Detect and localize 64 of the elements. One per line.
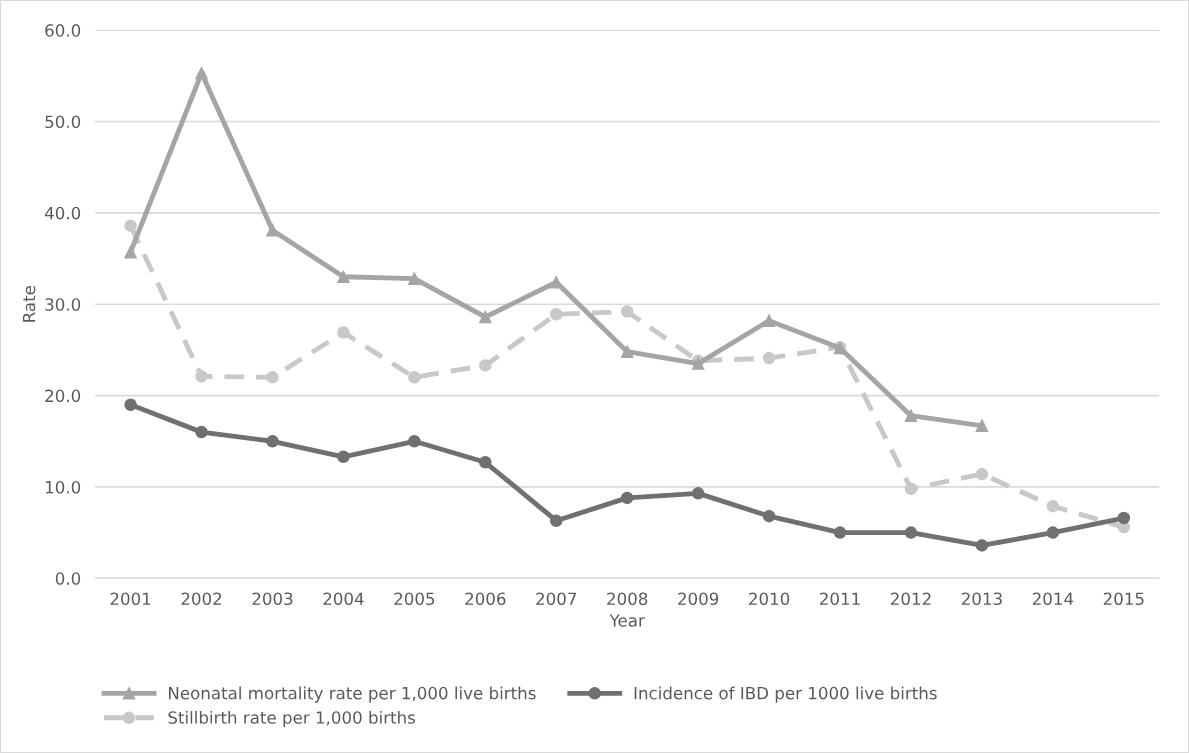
point <box>550 514 563 527</box>
point <box>762 314 776 327</box>
point <box>691 487 705 500</box>
point <box>408 435 421 448</box>
point <box>1117 511 1131 525</box>
x-tick-label: 2015 <box>1103 592 1144 606</box>
point <box>266 371 279 384</box>
x-axis-title: Year <box>609 614 645 627</box>
point <box>762 351 776 365</box>
point <box>975 419 989 432</box>
x-tick-label: 2013 <box>961 592 1002 606</box>
x-tick-label: 2005 <box>394 592 435 606</box>
y-tick-label: 30.0 <box>45 298 81 311</box>
point <box>904 526 918 539</box>
y-tick-label: 40.0 <box>44 206 81 220</box>
legend-label: Neonatal mortality rate per 1,000 live births <box>169 686 536 703</box>
point <box>124 245 137 259</box>
point <box>904 482 918 496</box>
x-tick-label: 2002 <box>181 592 222 606</box>
x-tick-label: 2012 <box>890 592 931 606</box>
point <box>479 310 492 324</box>
point <box>408 371 421 384</box>
point <box>1046 526 1060 539</box>
point <box>337 270 350 284</box>
x-tick-label: 2014 <box>1032 592 1074 606</box>
point <box>833 526 847 539</box>
point <box>762 509 776 523</box>
point <box>550 308 563 321</box>
y-tick-label: 20.0 <box>45 389 81 403</box>
legend-label: Incidence of IBD per 1000 live births <box>634 686 937 703</box>
point <box>620 345 634 358</box>
x-tick-label: 2003 <box>252 592 293 606</box>
point <box>337 326 350 339</box>
y-tick-label: 0.0 <box>55 572 81 585</box>
x-tick-label: 2010 <box>749 592 790 606</box>
point <box>195 66 208 80</box>
point <box>904 409 918 422</box>
point <box>266 435 279 448</box>
y-tick-label: 60.0 <box>45 24 81 37</box>
x-tick-label: 2006 <box>465 592 506 606</box>
point <box>975 539 989 552</box>
point <box>479 359 492 372</box>
point <box>408 272 421 285</box>
y-tick-label: 10.0 <box>45 480 81 494</box>
point <box>337 450 350 464</box>
x-tick-label: 2011 <box>820 592 860 606</box>
point <box>195 425 208 439</box>
point <box>479 456 492 469</box>
point <box>124 398 137 411</box>
point <box>620 305 634 318</box>
point <box>124 219 137 232</box>
x-tick-label: 2007 <box>536 592 577 606</box>
legend-label: Stillbirth rate per 1,000 births <box>168 710 416 728</box>
point <box>975 467 989 481</box>
x-tick-label: 2001 <box>110 592 151 606</box>
point <box>1046 499 1060 513</box>
point <box>620 491 634 505</box>
x-tick-label: 2004 <box>323 592 364 606</box>
point <box>266 223 279 237</box>
x-tick-label: 2008 <box>607 592 648 606</box>
y-tick-label: 50.0 <box>45 115 81 129</box>
y-axis-title: Rate <box>22 286 36 322</box>
x-tick-label: 2009 <box>678 592 719 606</box>
point <box>195 370 208 383</box>
